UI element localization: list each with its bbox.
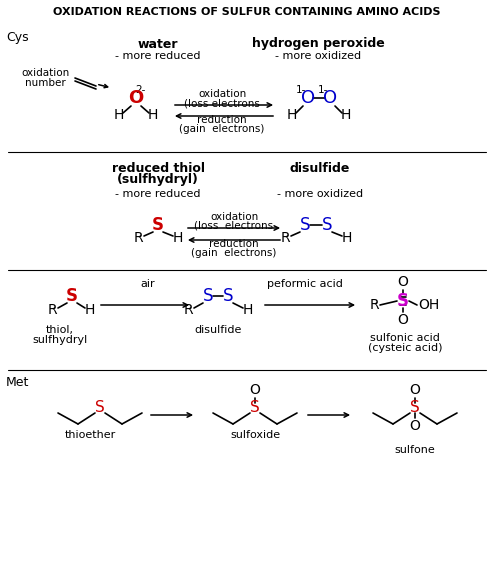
Text: S: S	[203, 287, 213, 305]
Text: - more reduced: - more reduced	[115, 51, 201, 61]
Text: S: S	[66, 287, 78, 305]
Text: sulfhydryl: sulfhydryl	[33, 335, 87, 345]
Text: S: S	[300, 216, 310, 234]
Text: R: R	[133, 231, 143, 245]
Text: oxidation: oxidation	[198, 89, 246, 99]
Text: oxidation: oxidation	[21, 68, 69, 78]
Text: thiol,: thiol,	[46, 325, 74, 335]
Text: number: number	[25, 78, 65, 88]
Text: O: O	[301, 89, 315, 107]
Text: reduction: reduction	[209, 239, 259, 249]
Text: S: S	[250, 400, 260, 415]
Text: H: H	[341, 108, 351, 122]
Text: S: S	[410, 400, 420, 415]
Text: H: H	[114, 108, 124, 122]
Text: OXIDATION REACTIONS OF SULFUR CONTAINING AMINO ACIDS: OXIDATION REACTIONS OF SULFUR CONTAINING…	[53, 7, 441, 17]
Text: OH: OH	[418, 298, 439, 312]
Text: reduction: reduction	[197, 115, 247, 125]
Text: O: O	[410, 419, 420, 433]
Text: R: R	[183, 303, 193, 317]
Text: sulfoxide: sulfoxide	[230, 430, 280, 440]
Text: H: H	[243, 303, 253, 317]
Text: (cysteic acid): (cysteic acid)	[368, 343, 442, 353]
Text: O: O	[323, 89, 337, 107]
Text: H: H	[287, 108, 297, 122]
Text: O: O	[398, 313, 409, 327]
Text: reduced thiol: reduced thiol	[112, 161, 205, 174]
Text: H: H	[342, 231, 352, 245]
Text: (gain  electrons): (gain electrons)	[191, 248, 277, 258]
Text: 2-: 2-	[135, 85, 145, 95]
Text: hydrogen peroxide: hydrogen peroxide	[251, 38, 384, 50]
Text: 1-: 1-	[296, 85, 306, 95]
Text: - more oxidized: - more oxidized	[275, 51, 361, 61]
Text: - more reduced: - more reduced	[115, 189, 201, 199]
Text: (loss electrons: (loss electrons	[184, 98, 260, 108]
Text: air: air	[141, 279, 155, 289]
Text: Met: Met	[6, 375, 29, 388]
Text: O: O	[128, 89, 144, 107]
Text: S: S	[397, 292, 409, 310]
Text: disulfide: disulfide	[194, 325, 242, 335]
Text: (gain  electrons): (gain electrons)	[179, 124, 265, 134]
Text: S: S	[322, 216, 332, 234]
Text: Cys: Cys	[6, 31, 29, 45]
Text: S: S	[223, 287, 233, 305]
Text: water: water	[138, 38, 178, 50]
Text: (loss  electrons: (loss electrons	[195, 221, 274, 231]
Text: R: R	[280, 231, 290, 245]
Text: R: R	[47, 303, 57, 317]
Text: H: H	[173, 231, 183, 245]
Text: R: R	[369, 298, 379, 312]
Text: H: H	[85, 303, 95, 317]
Text: H: H	[148, 108, 158, 122]
Text: disulfide: disulfide	[290, 161, 350, 174]
Text: O: O	[398, 275, 409, 289]
Text: (sulfhydryl): (sulfhydryl)	[117, 173, 199, 186]
Text: O: O	[249, 383, 260, 397]
Text: S: S	[152, 216, 164, 234]
Text: S: S	[95, 400, 105, 415]
Text: - more oxidized: - more oxidized	[277, 189, 363, 199]
Text: 1-: 1-	[318, 85, 328, 95]
Text: O: O	[410, 383, 420, 397]
Text: peformic acid: peformic acid	[267, 279, 343, 289]
Text: oxidation: oxidation	[210, 212, 258, 222]
Text: sulfonic acid: sulfonic acid	[370, 333, 440, 343]
Text: sulfone: sulfone	[395, 445, 435, 455]
Text: thioether: thioether	[64, 430, 116, 440]
